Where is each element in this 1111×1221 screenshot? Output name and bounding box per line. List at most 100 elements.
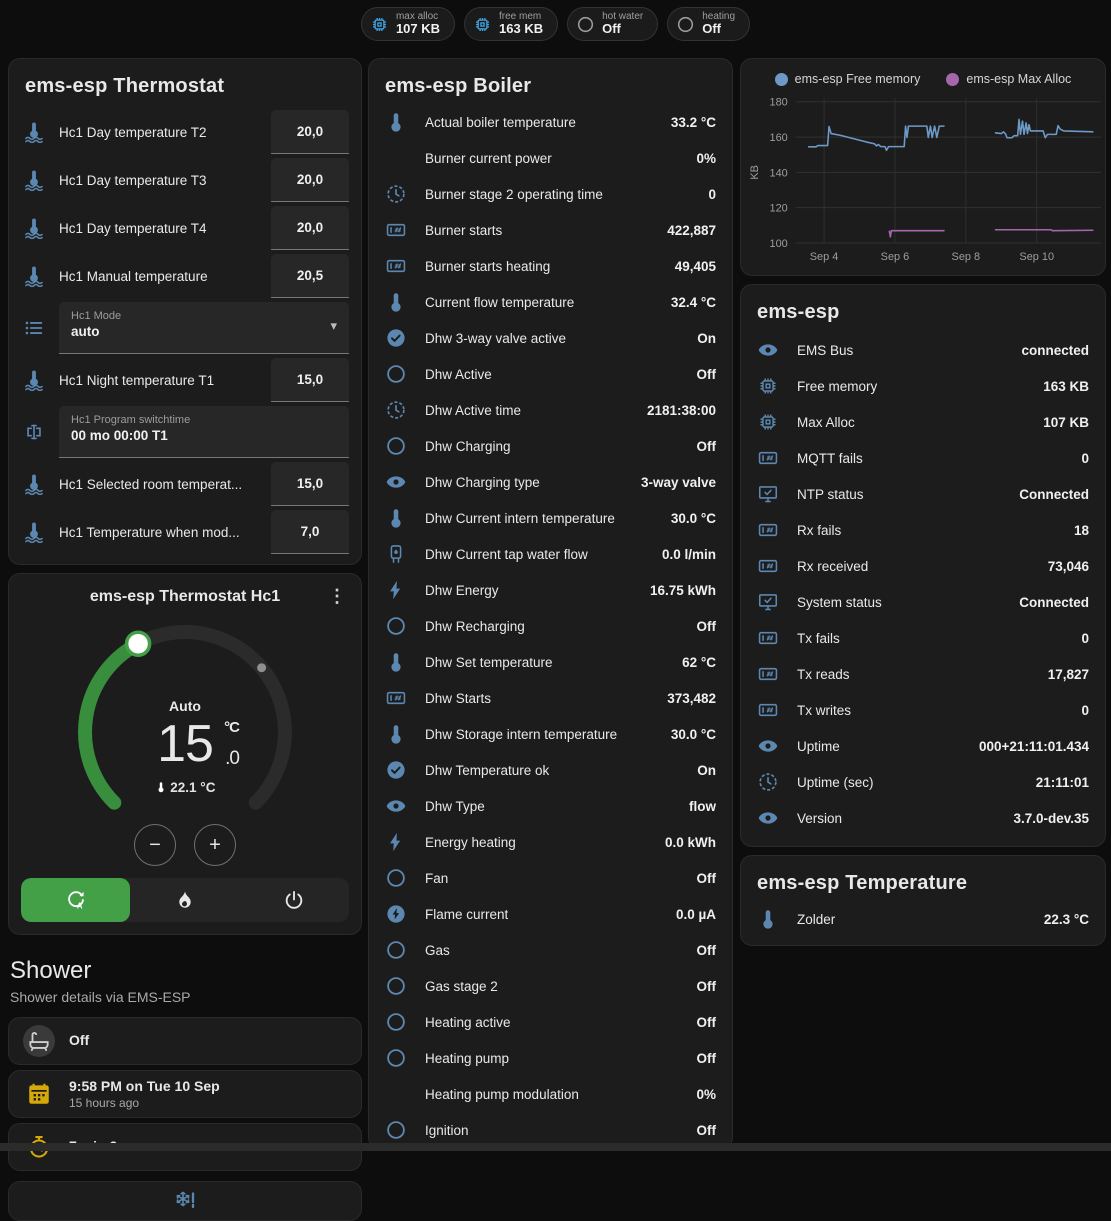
number-input[interactable] [271,358,349,402]
mode-off-button[interactable] [240,878,349,922]
shower-last-card[interactable]: 9:58 PM on Tue 10 Sep 15 hours ago [8,1070,362,1118]
entity-row[interactable]: Burner starts heating 49,405 [369,248,732,284]
entity-row[interactable]: Dhw Active Off [369,356,732,392]
eye-icon [385,795,407,817]
entity-row[interactable]: Hc1 Day temperature T3 [9,156,361,204]
horizontal-scrollbar[interactable] [0,1143,1111,1151]
entity-row[interactable]: Heating pump Off [369,1040,732,1076]
entity-row[interactable]: Burner stage 2 operating time 0 [369,176,732,212]
legend-item-free-memory[interactable]: ems-esp Free memory [775,72,921,86]
entity-row[interactable]: Dhw Starts 373,482 [369,680,732,716]
shower-alert-card[interactable] [8,1181,362,1221]
legend-item-max-alloc[interactable]: ems-esp Max Alloc [946,72,1071,86]
program-switchtime-input[interactable]: Hc1 Program switchtime 00 mo 00:00 T1 [59,406,349,458]
entity-value: 0.0 l/min [652,547,716,562]
circle-icon [385,867,407,889]
shower-section: Shower Shower details via EMS-ESP Off 9:… [8,943,362,1221]
entity-row[interactable]: Gas stage 2 Off [369,968,732,1004]
entity-row[interactable]: Dhw 3-way valve active On [369,320,732,356]
entity-row[interactable]: Burner current power 0% [369,140,732,176]
mode-select[interactable]: Hc1 Mode auto ▾ [59,302,349,354]
entity-row[interactable]: Version 3.7.0-dev.35 [741,800,1105,836]
number-input[interactable] [271,158,349,202]
card-title: ems-esp [741,285,1105,332]
entity-row[interactable]: Dhw Current intern temperature 30.0 °C [369,500,732,536]
entity-label: Gas stage 2 [425,979,498,994]
number-input[interactable] [271,510,349,554]
decrease-temp-button[interactable]: − [134,824,176,866]
entity-label: Version [797,811,842,826]
entity-row[interactable]: Hc1 Night temperature T1 [9,356,361,404]
entity-row[interactable]: Rx fails 18 [741,512,1105,548]
shower-state-card[interactable]: Off [8,1017,362,1065]
entity-row[interactable]: Max Alloc 107 KB [741,404,1105,440]
entity-row[interactable]: Tx fails 0 [741,620,1105,656]
entity-row[interactable]: MQTT fails 0 [741,440,1105,476]
counter-icon [757,699,779,721]
thermostat-auto-icon: A [65,889,87,911]
mode-heat-button[interactable] [130,878,239,922]
entity-row[interactable]: Zolder 22.3 °C [741,901,1105,937]
entity-row[interactable]: Dhw Charging type 3-way valve [369,464,732,500]
entity-row[interactable]: System status Connected [741,584,1105,620]
entity-row[interactable]: NTP status Connected [741,476,1105,512]
chevron-down-icon[interactable]: ▾ [330,318,337,334]
number-input[interactable] [271,110,349,154]
entity-row[interactable]: Tx writes 0 [741,692,1105,728]
entity-row[interactable]: Free memory 163 KB [741,368,1105,404]
increase-temp-button[interactable]: + [194,824,236,866]
entity-row[interactable]: Dhw Current tap water flow 0.0 l/min [369,536,732,572]
entity-row[interactable]: Fan Off [369,860,732,896]
entity-row[interactable]: Rx received 73,046 [741,548,1105,584]
svg-text:Sep 10: Sep 10 [1019,251,1054,263]
thermostat-dial[interactable]: Auto 15°C.0 22.1 °C − + [65,612,305,852]
entity-row[interactable]: Dhw Recharging Off [369,608,732,644]
number-input[interactable] [271,254,349,298]
entity-row[interactable]: Hc1 Manual temperature [9,252,361,300]
entity-row[interactable]: Flame current 0.0 µA [369,896,732,932]
entity-label: Hc1 Selected room temperat... [59,477,242,492]
entity-value: 0 [1071,451,1089,466]
entity-row[interactable]: Dhw Storage intern temperature 30.0 °C [369,716,732,752]
entity-row[interactable]: Dhw Type flow [369,788,732,824]
entity-row[interactable]: Actual boiler temperature 33.2 °C [369,104,732,140]
entity-row[interactable]: EMS Bus connected [741,332,1105,368]
entity-label: Tx reads [797,667,850,682]
entity-row[interactable]: Dhw Set temperature 62 °C [369,644,732,680]
entity-row[interactable]: Dhw Energy 16.75 kWh [369,572,732,608]
number-input[interactable] [271,206,349,250]
entity-row[interactable]: Gas Off [369,932,732,968]
entity-row[interactable]: Dhw Active time 2181:38:00 [369,392,732,428]
entity-row[interactable]: Hc1 Selected room temperat... [9,460,361,508]
entity-row[interactable]: Heating active Off [369,1004,732,1040]
entity-row[interactable]: Current flow temperature 32.4 °C [369,284,732,320]
entity-row[interactable]: Tx reads 17,827 [741,656,1105,692]
entity-row[interactable]: Dhw Temperature ok On [369,752,732,788]
entity-row[interactable]: Hc1 Temperature when mod... [9,508,361,556]
entity-row[interactable]: Dhw Charging Off [369,428,732,464]
dial-readout: Auto 15°C.0 22.1 °C [65,698,305,795]
entity-row[interactable]: Uptime (sec) 21:11:01 [741,764,1105,800]
entity-row[interactable]: Heating pump modulation 0% [369,1076,732,1112]
more-menu-icon[interactable]: ⋮ [327,586,347,607]
circle-icon [385,1119,407,1141]
entity-row[interactable]: Burner starts 422,887 [369,212,732,248]
mode-auto-button[interactable]: A [21,878,130,922]
clock-icon [385,399,407,421]
svg-text:Sep 4: Sep 4 [810,251,839,263]
entity-value: Connected [1009,595,1089,610]
number-input[interactable] [271,462,349,506]
entity-row[interactable]: Energy heating 0.0 kWh [369,824,732,860]
entity-row[interactable]: Uptime 000+21:11:01.434 [741,728,1105,764]
entity-label: Heating pump [425,1051,509,1066]
entity-row[interactable]: Hc1 Day temperature T4 [9,204,361,252]
entity-label: Rx received [797,559,868,574]
entity-value: 0 [1071,631,1089,646]
entity-row[interactable]: Hc1 Day temperature T2 [9,108,361,156]
entity-value: Off [687,619,717,634]
